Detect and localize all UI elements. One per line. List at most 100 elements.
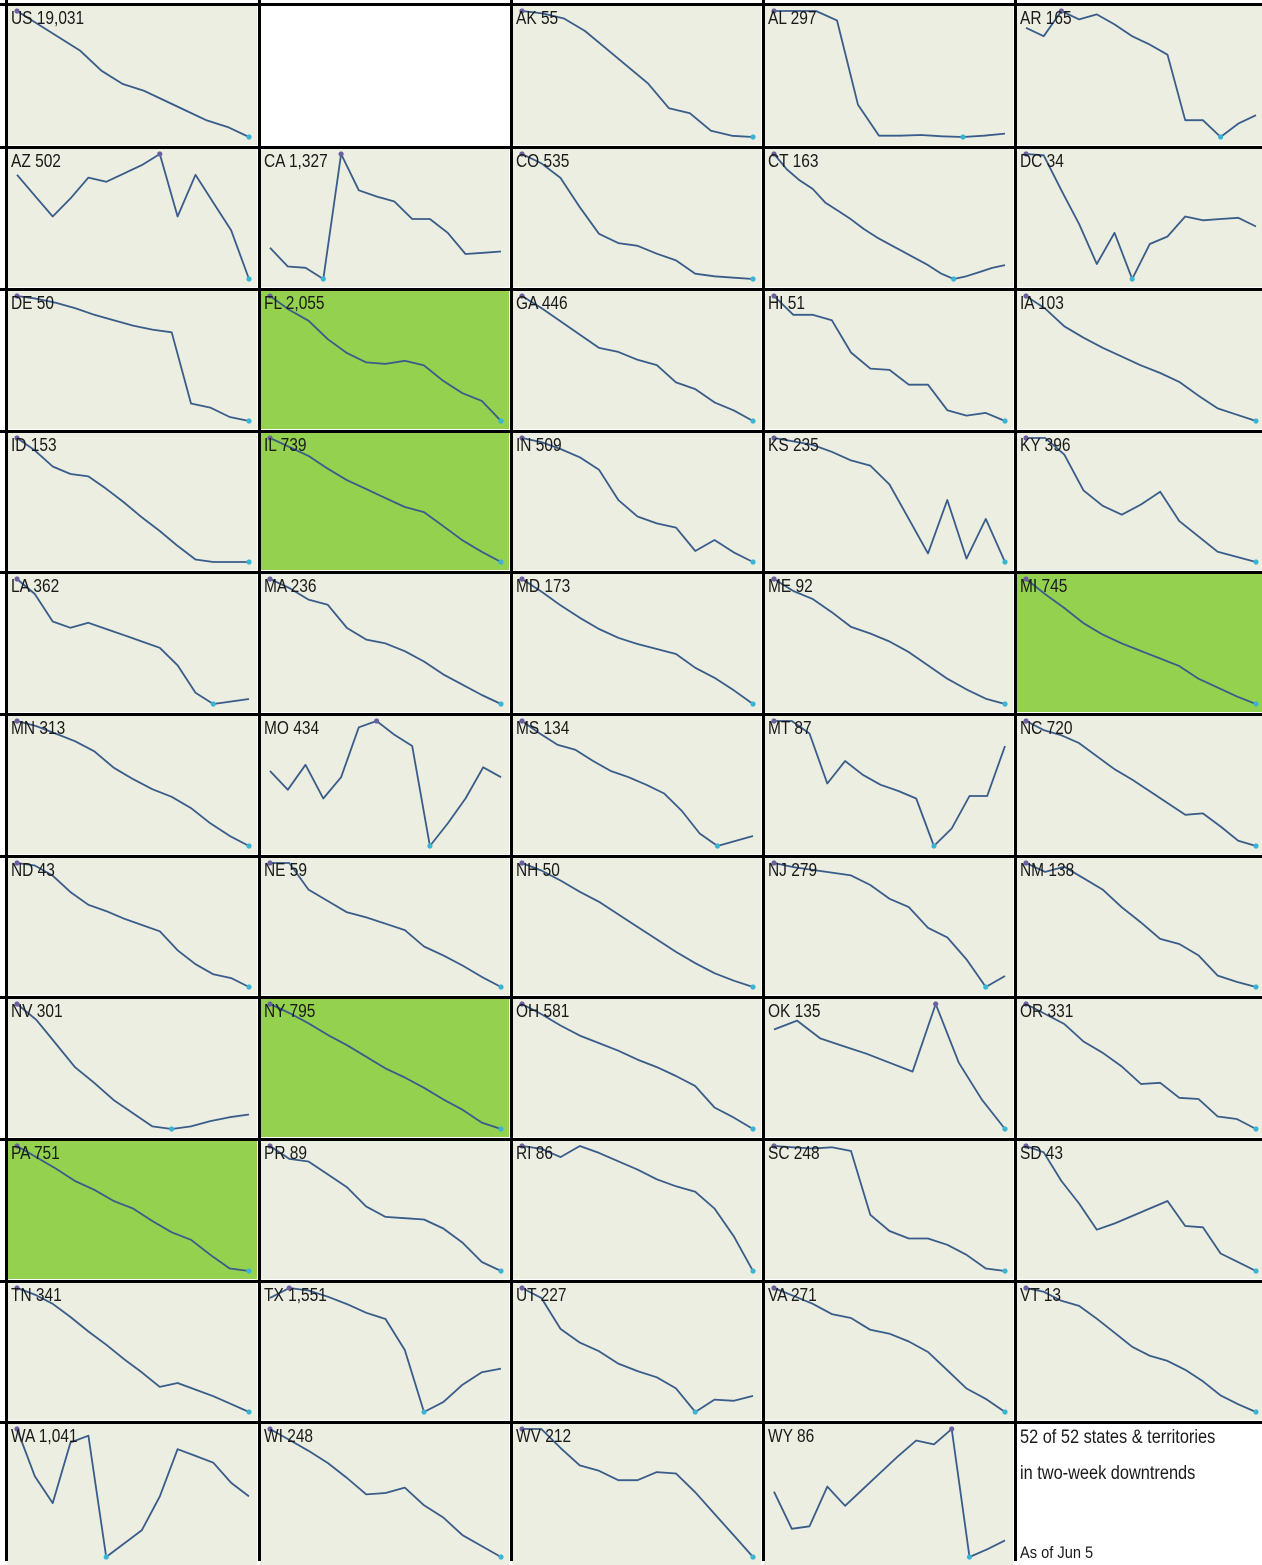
trough-marker-ny — [498, 1126, 504, 1132]
trough-marker-il — [498, 559, 504, 565]
sparkline-md — [519, 576, 756, 707]
peak-marker-de — [14, 293, 20, 299]
trough-marker-mi — [1253, 701, 1259, 707]
peak-marker-hi — [771, 293, 777, 299]
panel-ok: OK 135 — [764, 998, 1013, 1137]
panel-wv: WV 212 — [512, 1423, 761, 1565]
peak-marker-ky — [1023, 435, 1029, 441]
sparkline-fl — [267, 293, 504, 424]
trough-marker-in — [750, 559, 756, 565]
peak-marker-ri — [519, 1143, 525, 1149]
trough-marker-pa — [246, 1268, 252, 1274]
panel-label-vt: VT 13 — [1020, 1285, 1062, 1305]
sparkline-ak — [519, 8, 756, 140]
blank-panel — [260, 5, 509, 145]
grid-row-divider — [0, 713, 1262, 716]
panel-label-il: IL 739 — [264, 435, 307, 455]
panel-vt: VT 13 — [1016, 1282, 1262, 1420]
panel-label-al: AL 297 — [768, 8, 817, 28]
panel-label-nc: NC 720 — [1020, 718, 1073, 738]
panel-label-ma: MA 236 — [264, 576, 317, 596]
panel-pa: PA 751 — [7, 1140, 257, 1279]
series-line-ok — [773, 1003, 1006, 1130]
series-line-hi — [773, 295, 1006, 422]
peak-marker-wa — [14, 1426, 20, 1432]
sparkline-or — [1023, 1001, 1259, 1132]
grid-row-divider — [0, 1280, 1262, 1283]
peak-marker-nm — [1023, 860, 1029, 866]
panel-label-wi: WI 248 — [264, 1426, 314, 1446]
sparkline-ms — [519, 718, 754, 849]
panel-ma: MA 236 — [260, 573, 509, 712]
trough-marker-us — [246, 134, 252, 140]
sparkline-wi — [267, 1426, 504, 1560]
trough-marker-tx — [421, 1409, 427, 1415]
summary-note: 52 of 52 states & territories in two-week… — [1016, 1423, 1262, 1565]
panel-nc: NC 720 — [1016, 715, 1262, 854]
sparkline-ok — [773, 1001, 1008, 1132]
peak-marker-vt — [1023, 1285, 1029, 1291]
series-line-az — [16, 153, 250, 280]
peak-marker-sc — [771, 1143, 777, 1149]
panel-me: ME 92 — [764, 573, 1013, 712]
panel-label-nj: NJ 279 — [768, 860, 818, 880]
panel-wa: WA 1,041 — [7, 1423, 257, 1565]
series-line-wv — [522, 1428, 754, 1558]
sparkline-ca — [269, 151, 502, 282]
series-line-la — [16, 578, 250, 705]
grid-row-divider — [0, 571, 1262, 574]
series-line-ma — [269, 578, 502, 705]
panel-fl: FL 2,055 — [260, 290, 509, 429]
panel-label-nm: NM 138 — [1020, 860, 1075, 880]
panel-il: IL 739 — [260, 432, 509, 570]
peak-marker-mt — [771, 718, 777, 724]
panel-label-mi: MI 745 — [1020, 576, 1068, 596]
trough-marker-nv — [169, 1126, 175, 1132]
trough-marker-ak — [750, 134, 756, 140]
panel-label-ar: AR 165 — [1020, 8, 1072, 28]
panel-ks: KS 235 — [764, 432, 1013, 570]
trough-marker-pr — [498, 1268, 504, 1274]
trough-marker-nm — [1253, 984, 1259, 990]
series-line-wa — [16, 1428, 250, 1558]
trough-marker-tn — [246, 1409, 252, 1415]
panel-mn: MN 313 — [7, 715, 257, 854]
series-line-or — [1025, 1003, 1257, 1130]
trough-marker-vt — [1253, 1409, 1259, 1415]
series-line-dc — [1025, 153, 1257, 280]
panel-label-hi: HI 51 — [768, 293, 806, 313]
peak-marker-id — [14, 435, 20, 441]
grid-column-divider — [762, 0, 765, 1561]
peak-marker-nc — [1023, 718, 1029, 724]
series-line-tn — [16, 1287, 250, 1413]
panel-label-pr: PR 89 — [264, 1143, 308, 1163]
series-line-ca — [269, 153, 502, 280]
trough-marker-la — [210, 701, 216, 707]
sparkline-vt — [1023, 1285, 1259, 1415]
series-line-oh — [521, 1003, 754, 1130]
panel-label-va: VA 271 — [768, 1285, 817, 1305]
sparkline-ma — [267, 576, 504, 707]
trough-marker-ca — [320, 276, 326, 282]
sparkline-ga — [519, 293, 756, 424]
series-line-ga — [521, 295, 754, 422]
peak-marker-fl — [267, 293, 273, 299]
sparkline-ky — [1023, 435, 1259, 565]
sparkline-id — [14, 435, 252, 565]
peak-marker-pr — [267, 1143, 273, 1149]
series-line-nv — [16, 1003, 250, 1130]
series-line-nm — [1025, 862, 1257, 988]
panel-label-sc: SC 248 — [768, 1143, 820, 1163]
peak-marker-mn — [14, 718, 20, 724]
panel-label-pa: PA 751 — [11, 1143, 60, 1163]
sparkline-la — [14, 576, 250, 707]
sparkline-ri — [519, 1143, 756, 1274]
series-line-wi — [269, 1428, 502, 1558]
trough-marker-de — [246, 418, 252, 424]
series-line-me — [773, 578, 1006, 705]
panel-tn: TN 341 — [7, 1282, 257, 1420]
panel-label-wa: WA 1,041 — [11, 1426, 78, 1446]
series-line-ar — [1025, 10, 1257, 138]
trough-marker-nd — [246, 984, 252, 990]
panel-mi: MI 745 — [1016, 573, 1262, 712]
